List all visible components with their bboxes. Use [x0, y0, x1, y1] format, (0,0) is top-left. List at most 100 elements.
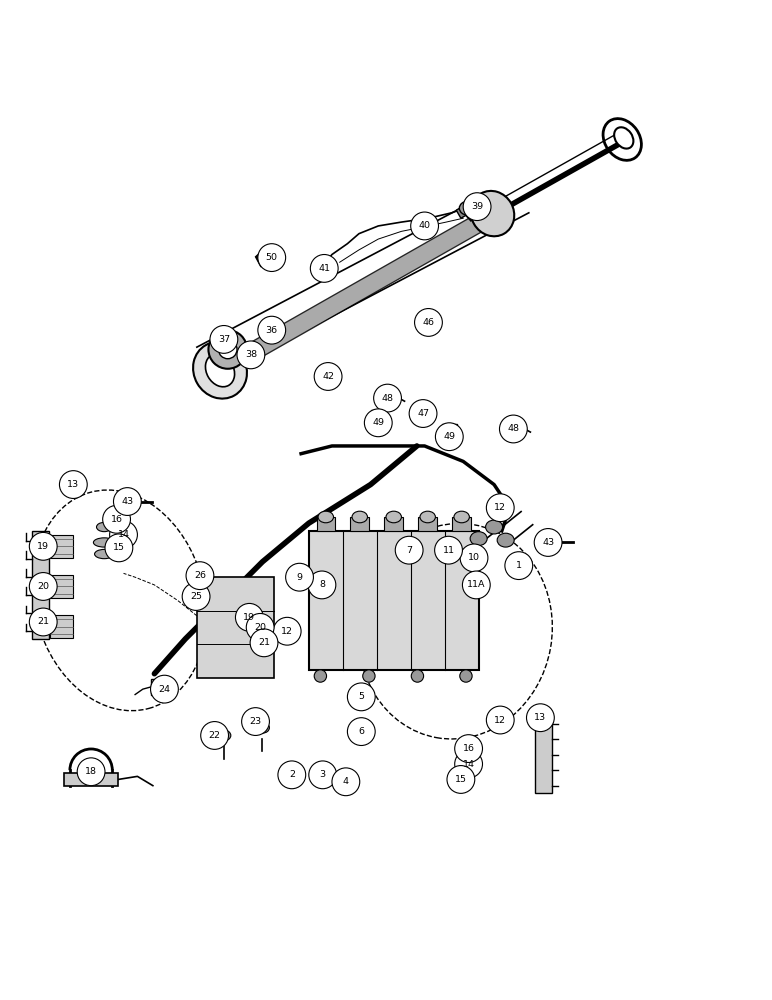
Text: 25: 25 — [190, 592, 202, 601]
Circle shape — [527, 704, 554, 732]
Circle shape — [447, 766, 475, 793]
Ellipse shape — [205, 354, 235, 387]
Circle shape — [435, 536, 462, 564]
Text: 4: 4 — [343, 777, 349, 786]
Text: 37: 37 — [218, 335, 230, 344]
Circle shape — [363, 670, 375, 682]
Text: 19: 19 — [37, 542, 49, 551]
Circle shape — [411, 212, 438, 240]
Ellipse shape — [193, 342, 247, 399]
Ellipse shape — [93, 538, 115, 547]
Circle shape — [395, 536, 423, 564]
Ellipse shape — [194, 571, 206, 580]
Text: 41: 41 — [318, 264, 330, 273]
Circle shape — [409, 400, 437, 427]
Circle shape — [242, 708, 269, 735]
Circle shape — [103, 505, 130, 533]
Text: 14: 14 — [117, 530, 130, 539]
Ellipse shape — [291, 574, 308, 588]
Text: 36: 36 — [266, 326, 278, 335]
Ellipse shape — [615, 127, 633, 149]
Bar — [50, 535, 73, 558]
Text: 23: 23 — [249, 717, 262, 726]
Polygon shape — [256, 245, 279, 267]
Text: 46: 46 — [422, 318, 435, 327]
Text: 16: 16 — [110, 515, 123, 524]
Text: 42: 42 — [322, 372, 334, 381]
Text: 5: 5 — [358, 692, 364, 701]
Circle shape — [347, 718, 375, 745]
Bar — [32, 531, 49, 639]
Text: 20: 20 — [37, 582, 49, 591]
Circle shape — [235, 603, 263, 631]
Ellipse shape — [318, 511, 334, 523]
Ellipse shape — [256, 722, 269, 733]
Text: 20: 20 — [254, 623, 266, 632]
Text: 6: 6 — [358, 727, 364, 736]
Text: 21: 21 — [37, 617, 49, 626]
Circle shape — [374, 384, 401, 412]
Circle shape — [210, 326, 238, 353]
Text: 11: 11 — [442, 546, 455, 555]
Text: 8: 8 — [319, 580, 325, 589]
Ellipse shape — [117, 495, 138, 508]
Circle shape — [383, 387, 392, 397]
Ellipse shape — [94, 549, 113, 559]
Text: 12: 12 — [494, 716, 506, 725]
Text: 21: 21 — [258, 638, 270, 647]
Circle shape — [273, 617, 301, 645]
Circle shape — [310, 255, 338, 282]
Circle shape — [246, 613, 274, 641]
Ellipse shape — [497, 533, 514, 547]
Text: 47: 47 — [417, 409, 429, 418]
Circle shape — [415, 309, 442, 336]
Text: 24: 24 — [158, 685, 171, 694]
Circle shape — [278, 761, 306, 789]
Circle shape — [208, 330, 247, 369]
Circle shape — [314, 363, 342, 390]
Circle shape — [455, 735, 482, 762]
Circle shape — [462, 571, 490, 599]
Ellipse shape — [459, 201, 476, 215]
Circle shape — [505, 552, 533, 580]
Text: 7: 7 — [406, 546, 412, 555]
Ellipse shape — [470, 532, 487, 546]
Circle shape — [308, 571, 336, 599]
Ellipse shape — [191, 592, 203, 601]
Circle shape — [314, 670, 327, 682]
Circle shape — [29, 573, 57, 600]
Ellipse shape — [454, 511, 469, 523]
Text: 38: 38 — [245, 350, 257, 359]
Text: 14: 14 — [462, 760, 475, 769]
Circle shape — [258, 316, 286, 344]
Bar — [350, 517, 369, 531]
Text: 2: 2 — [289, 770, 295, 779]
Bar — [197, 577, 274, 678]
Text: 16: 16 — [462, 744, 475, 753]
Circle shape — [105, 534, 133, 562]
Circle shape — [411, 670, 424, 682]
Text: 15: 15 — [455, 775, 467, 784]
Text: 50: 50 — [266, 253, 278, 262]
Ellipse shape — [486, 520, 503, 534]
Circle shape — [258, 244, 286, 271]
Ellipse shape — [537, 536, 559, 549]
Ellipse shape — [96, 522, 112, 532]
Text: 19: 19 — [243, 613, 256, 622]
Circle shape — [29, 608, 57, 636]
Text: 49: 49 — [372, 418, 384, 427]
Ellipse shape — [217, 730, 231, 741]
Bar — [309, 531, 479, 670]
Text: 12: 12 — [494, 503, 506, 512]
Circle shape — [534, 529, 562, 556]
Circle shape — [435, 423, 463, 451]
Text: 13: 13 — [534, 713, 547, 722]
Circle shape — [499, 415, 527, 443]
Text: 49: 49 — [443, 432, 455, 441]
Text: 43: 43 — [121, 497, 134, 506]
Circle shape — [218, 340, 237, 359]
Circle shape — [286, 563, 313, 591]
Circle shape — [463, 193, 491, 221]
Circle shape — [77, 758, 105, 786]
Bar — [317, 517, 335, 531]
